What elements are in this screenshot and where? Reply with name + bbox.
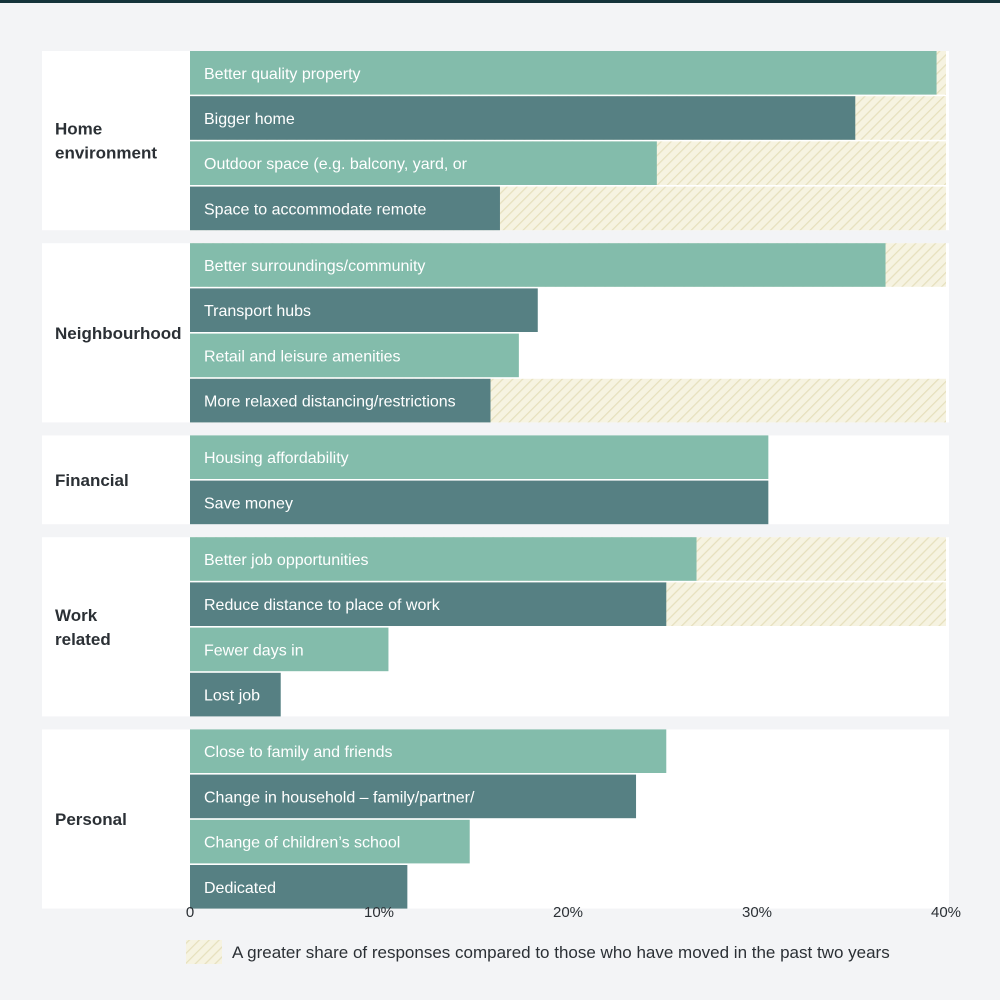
bar: [190, 51, 937, 95]
group-label: Work: [55, 606, 98, 625]
group-label: Neighbourhood: [55, 324, 182, 343]
bar: [190, 729, 667, 773]
bar-label: Dedicated: [204, 880, 276, 897]
bar: [190, 288, 538, 332]
bar: [190, 243, 886, 287]
bar: [190, 627, 389, 672]
bar: [190, 480, 769, 525]
group-label: related: [55, 630, 111, 649]
tick-label: 30%: [742, 904, 772, 921]
top-rule: [0, 0, 1000, 3]
bar: [190, 141, 657, 185]
bar-label: Fewer days in: [204, 642, 304, 659]
bar-label: Close to family and friends: [204, 744, 393, 761]
bar-label: Lost job: [204, 688, 260, 705]
bar: [190, 774, 637, 819]
bar-label: Outdoor space (e.g. balcony, yard, or: [204, 156, 468, 173]
bar-label: Change of children’s school: [204, 835, 400, 852]
legend: A greater share of responses compared to…: [186, 940, 890, 964]
bar-label: Better surroundings/community: [204, 258, 425, 275]
tick-label: 40%: [931, 904, 961, 921]
x-axis: 0 10% 20% 30% 40%: [186, 904, 961, 921]
tick-label: 0: [186, 904, 194, 921]
bar-label: Reduce distance to place of work: [204, 597, 441, 614]
bar: [190, 333, 519, 378]
tick-label: 20%: [553, 904, 583, 921]
bar-label: Retail and leisure amenities: [204, 348, 401, 365]
bar-label: Space to accommodate remote: [204, 201, 426, 218]
bar-label: Transport hubs: [204, 303, 311, 320]
bar: [190, 537, 697, 581]
tick-label: 10%: [364, 904, 394, 921]
bar-label: Better job opportunities: [204, 552, 369, 569]
bar: [190, 378, 491, 423]
bar-label: Save money: [204, 495, 293, 512]
bar-label: Housing affordability: [204, 450, 349, 467]
bar: [190, 96, 856, 140]
group-label: environment: [55, 144, 157, 163]
bars-layer: Better quality property Bigger home Outdoo…: [190, 51, 937, 909]
group-label: Financial: [55, 471, 129, 490]
bar: [190, 819, 470, 864]
legend-label: A greater share of responses compared to…: [232, 943, 890, 962]
bar-label: More relaxed distancing/restrictions: [204, 394, 456, 411]
bar-label: Bigger home: [204, 111, 295, 128]
bar: [190, 582, 667, 626]
legend-swatch: [186, 940, 222, 964]
group-label: Home: [55, 120, 102, 139]
group-labels: Home environment Neighbourhood Financial Wor…: [55, 120, 182, 829]
bar: [190, 865, 408, 909]
group-label: Personal: [55, 810, 127, 829]
bar: [190, 435, 769, 479]
bar-label: Better quality property: [204, 66, 361, 83]
bar: [190, 186, 500, 231]
bar-label: Change in household – family/partner/: [204, 789, 475, 806]
bar: [190, 672, 281, 717]
